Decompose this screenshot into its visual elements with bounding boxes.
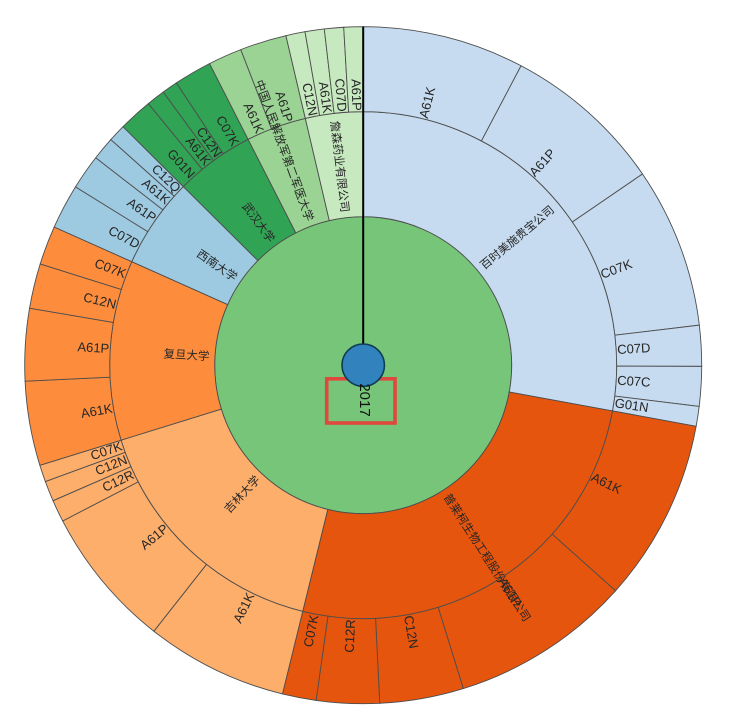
svg-text:2017: 2017 — [356, 383, 373, 416]
svg-text:C07K: C07K — [301, 613, 322, 648]
svg-text:C12N: C12N — [299, 82, 320, 118]
svg-text:A61K: A61K — [80, 401, 114, 421]
svg-text:C12N: C12N — [401, 614, 422, 649]
svg-text:G01N: G01N — [614, 395, 650, 415]
svg-text:A61P: A61P — [349, 79, 365, 111]
svg-text:C12R: C12R — [342, 619, 358, 653]
svg-text:C07C: C07C — [617, 373, 651, 390]
svg-text:A61K: A61K — [416, 85, 438, 120]
svg-text:C07D: C07D — [617, 340, 651, 357]
svg-text:A61K: A61K — [316, 81, 335, 115]
svg-text:C07D: C07D — [332, 78, 350, 112]
svg-text:A61P: A61P — [77, 339, 110, 356]
